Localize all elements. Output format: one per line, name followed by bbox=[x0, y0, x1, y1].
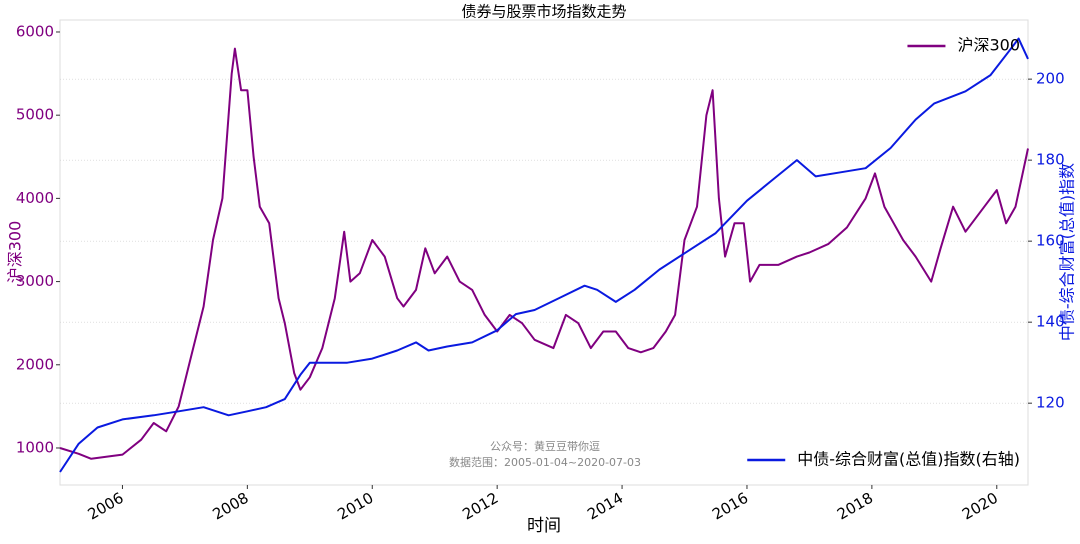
x-tick-label: 2008 bbox=[210, 489, 252, 524]
x-tick-label: 2018 bbox=[834, 489, 876, 524]
legend-label: 中债-综合财富(总值)指数(右轴) bbox=[797, 450, 1020, 469]
x-tick-label: 2016 bbox=[709, 489, 751, 524]
annotation: 数据范围：2005-01-04~2020-07-03 bbox=[449, 455, 641, 469]
y-tick-label: 1000 bbox=[16, 438, 54, 456]
y2-tick-label: 140 bbox=[1036, 313, 1065, 331]
plot-frame bbox=[59, 19, 1029, 486]
y-tick-label: 4000 bbox=[16, 189, 54, 207]
x-tick-label: 2014 bbox=[584, 489, 626, 524]
x-tick-label: 2006 bbox=[85, 489, 127, 524]
x-tick-label: 2012 bbox=[459, 489, 501, 524]
series-line bbox=[59, 37, 1029, 473]
series-line bbox=[59, 47, 1029, 460]
y-tick-label: 6000 bbox=[16, 22, 54, 40]
y-tick-label: 3000 bbox=[16, 272, 54, 290]
y-tick-label: 5000 bbox=[16, 106, 54, 124]
y2-tick-label: 120 bbox=[1036, 394, 1065, 412]
y2-tick-label: 160 bbox=[1036, 232, 1065, 250]
legend-label: 沪深300 bbox=[957, 36, 1020, 55]
chart-title: 债券与股票市场指数走势 bbox=[461, 3, 626, 21]
annotation: 公众号：黄豆豆带你逗 bbox=[490, 439, 600, 453]
y2-tick-label: 200 bbox=[1036, 70, 1065, 88]
y-tick-label: 2000 bbox=[16, 355, 54, 373]
x-tick-label: 2020 bbox=[959, 489, 1001, 524]
y-axis-label: 沪深300 bbox=[6, 221, 25, 284]
y2-axis-label: 中债-综合财富(总值)指数 bbox=[1058, 163, 1077, 341]
y2-tick-label: 180 bbox=[1036, 151, 1065, 169]
x-tick-label: 2010 bbox=[334, 489, 376, 524]
x-axis-label: 时间 bbox=[527, 516, 561, 536]
